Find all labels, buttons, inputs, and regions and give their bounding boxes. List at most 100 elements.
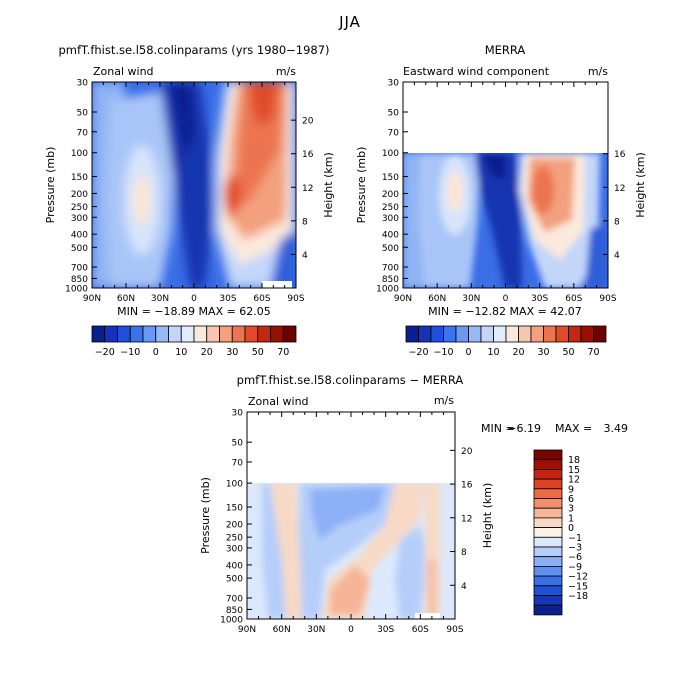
panel-merra-left-label: Eastward wind component	[403, 65, 550, 78]
field-neg-band-sh	[395, 525, 428, 619]
field-easterly-core	[482, 153, 505, 180]
colorbar-label: 70	[277, 347, 289, 358]
colorbar-label: 12	[568, 475, 580, 486]
colorbar-swatch	[117, 325, 131, 343]
height-tick-label: 12	[461, 514, 472, 524]
field-polar-low	[585, 220, 608, 288]
pressure-tick-label: 400	[382, 231, 399, 241]
colorbar-swatch	[455, 325, 469, 343]
height-axis-title: Height (km)	[481, 483, 494, 549]
colorbar-swatch	[533, 595, 563, 606]
height-tick-label: 12	[614, 184, 625, 194]
colorbar-label: −6	[568, 552, 582, 563]
field-sh-jet-core	[532, 166, 554, 214]
pressure-tick-label: 150	[382, 173, 399, 183]
height-tick-label: 20	[461, 447, 473, 457]
colorbar-label: 9	[568, 484, 574, 495]
pressure-tick-label: 50	[388, 109, 400, 119]
field-pos-band-polar	[425, 483, 440, 619]
lat-tick-label: 90N	[83, 294, 101, 304]
colorbar-label: 70	[587, 347, 599, 358]
panel-merra-field	[403, 153, 608, 288]
field-neg-core-mid	[310, 486, 385, 540]
field-easterly-core	[170, 82, 195, 160]
field-pos-strip-polar	[429, 560, 435, 615]
colorbar-label: 6	[568, 494, 574, 505]
colorbar-swatch	[533, 566, 563, 577]
colorbar-swatch	[555, 325, 569, 343]
colorbar-swatch	[505, 325, 519, 343]
colorbar-swatch	[518, 325, 532, 343]
lat-tick-label: 30N	[462, 294, 480, 304]
field-sh-lower-core	[224, 175, 240, 215]
colorbar-swatch	[533, 449, 563, 461]
colorbar-label: 50	[562, 347, 574, 358]
pressure-tick-label: 500	[71, 244, 88, 254]
field-surface-mask	[415, 613, 440, 619]
colorbar-swatch	[533, 527, 563, 538]
colorbar-label: 10	[175, 347, 187, 358]
pressure-tick-label: 300	[382, 214, 399, 224]
field-easterly-band	[160, 82, 212, 288]
panel-diff-stats-min: −6.19	[507, 422, 541, 435]
lat-tick-label: 0	[503, 294, 509, 304]
lat-tick-label: 30S	[219, 294, 236, 304]
lat-tick-label: 30N	[307, 625, 325, 635]
height-tick-label: 12	[302, 184, 313, 194]
pressure-tick-label: 150	[71, 173, 88, 183]
colorbar-label: −15	[568, 581, 588, 592]
lat-tick-label: 60N	[117, 294, 135, 304]
lat-tick-label: 30S	[531, 294, 548, 304]
pressure-tick-label: 1000	[376, 285, 399, 295]
height-tick-label: 4	[461, 582, 467, 592]
panel-diff-title: pmfT.fhist.se.l58.colinparams − MERRA	[237, 373, 464, 387]
height-tick-label: 16	[461, 481, 473, 491]
pressure-tick-label: 100	[226, 480, 243, 490]
pressure-tick-label: 150	[226, 504, 243, 514]
colorbar-label: 10	[487, 347, 499, 358]
colorbar-swatch	[580, 325, 594, 343]
pressure-tick-label: 200	[382, 190, 399, 200]
panel-merra-units: m/s	[588, 65, 608, 78]
field-easterly-band	[475, 153, 522, 288]
pressure-axis-title: Pressure (mb)	[44, 147, 57, 224]
colorbar-swatch	[543, 325, 557, 343]
panel-merra-title: MERRA	[485, 43, 526, 57]
pressure-tick-label: 30	[77, 79, 89, 89]
colorbar-swatch	[568, 325, 582, 343]
lat-tick-label: 90S	[446, 625, 463, 635]
height-tick-label: 16	[614, 150, 626, 160]
panel-diff-units: m/s	[434, 394, 454, 407]
lat-tick-label: 30S	[377, 625, 394, 635]
field-pos-core-eq	[330, 565, 370, 615]
field-pos-band-nh	[270, 483, 302, 619]
colorbar-swatch	[193, 325, 208, 343]
panel-diff: pmfT.fhist.se.l58.colinparams − MERRA Zo…	[199, 373, 628, 635]
colorbar-label: −10	[433, 347, 453, 358]
colorbar-swatch	[533, 536, 563, 548]
panel-model: pmfT.fhist.se.l58.colinparams (yrs 1980−…	[44, 43, 335, 358]
pressure-tick-label: 100	[382, 149, 399, 159]
pressure-tick-label: 850	[71, 275, 88, 285]
pressure-tick-label: 400	[71, 231, 88, 241]
pressure-tick-label: 700	[382, 264, 399, 274]
pressure-tick-label: 500	[226, 575, 243, 585]
lat-tick-label: 90N	[394, 294, 412, 304]
colorbar-swatch	[468, 325, 482, 343]
panel-merra: MERRA Eastward wind component m/s 30 50 70…	[355, 43, 647, 358]
height-tick-label: 16	[302, 150, 314, 160]
colorbar-label: −20	[95, 347, 115, 358]
colorbar-swatch	[405, 325, 419, 343]
panel-diff-left-label: Zonal wind	[248, 395, 309, 408]
lat-tick-label: 60N	[428, 294, 446, 304]
colorbar-swatch	[180, 325, 195, 343]
figure-title: JJA	[338, 13, 361, 31]
colorbar-swatch	[533, 498, 563, 509]
colorbar-swatch	[155, 325, 169, 343]
colorbar-swatch	[142, 325, 157, 343]
colorbar-swatch	[533, 546, 563, 558]
colorbar-label: −12	[568, 572, 588, 583]
colorbar-swatch	[493, 325, 507, 343]
pressure-tick-label: 100	[71, 149, 88, 159]
panel-diff-field	[247, 483, 455, 619]
